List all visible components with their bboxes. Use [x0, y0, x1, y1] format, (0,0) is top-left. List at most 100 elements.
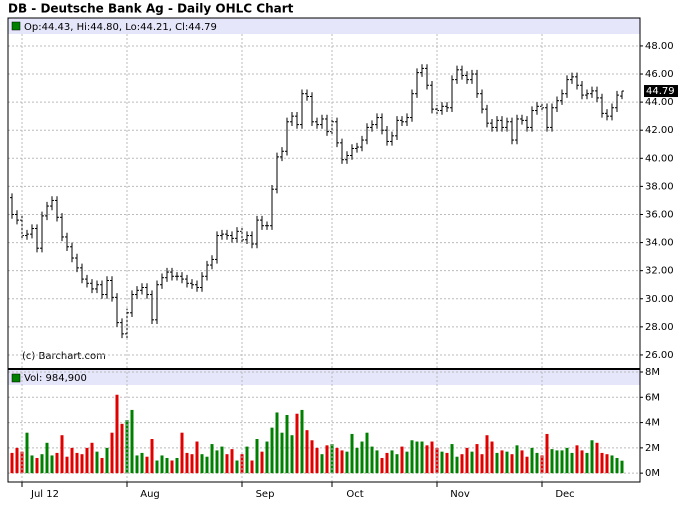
- volume-bar: [360, 441, 364, 474]
- y-tick-label: 6M: [645, 392, 660, 403]
- volume-bar: [270, 427, 274, 474]
- volume-bar: [145, 456, 149, 474]
- volume-bar: [440, 451, 444, 474]
- volume-bar: [370, 446, 374, 474]
- volume-bar: [615, 457, 619, 474]
- volume-bar: [590, 440, 594, 474]
- volume-bar: [60, 435, 64, 474]
- y-tick-label: 2M: [645, 443, 660, 454]
- y-tick-label: 34.00: [645, 238, 674, 249]
- volume-bar: [90, 442, 94, 474]
- ohlc-label: Op:44.43, Hi:44.80, Lo:44.21, Cl:44.79: [24, 22, 217, 33]
- volume-bar: [200, 454, 204, 474]
- y-tick-label: 26.00: [645, 350, 674, 361]
- volume-bar: [255, 439, 259, 474]
- x-tick-label: Aug: [140, 489, 160, 500]
- volume-bar: [165, 457, 169, 474]
- volume-bar: [445, 452, 449, 474]
- legend-swatch: [11, 373, 21, 383]
- volume-bar: [175, 457, 179, 474]
- volume-bar: [355, 447, 359, 474]
- volume-bar: [235, 460, 239, 474]
- volume-bar: [470, 451, 474, 474]
- volume-bar: [320, 454, 324, 474]
- volume-bar: [575, 445, 579, 474]
- volume-bar: [425, 445, 429, 474]
- y-tick-label: 46.00: [645, 69, 674, 80]
- volume-bar: [450, 444, 454, 474]
- frame: [7, 17, 641, 483]
- volume-bar: [495, 452, 499, 474]
- volume-bar: [285, 414, 289, 474]
- volume-bar: [190, 454, 194, 474]
- volume-bar: [80, 454, 84, 474]
- volume-bar: [455, 456, 459, 474]
- volume-bar: [485, 435, 489, 474]
- x-tick-label: Nov: [450, 489, 470, 500]
- volume-bar: [490, 441, 494, 474]
- x-tick-label: Dec: [555, 489, 574, 500]
- volume-bar: [185, 452, 189, 474]
- volume-bar: [375, 450, 379, 474]
- volume-bar: [65, 456, 69, 474]
- volume-bar: [240, 454, 244, 474]
- volume-bar: [480, 454, 484, 474]
- volume-bar: [20, 451, 24, 474]
- x-tick-label: Sep: [256, 489, 275, 500]
- volume-bar: [150, 439, 154, 474]
- volume-bar: [610, 455, 614, 474]
- volume-bar: [210, 444, 214, 474]
- y-tick-label: 32.00: [645, 266, 674, 277]
- y-tick-label: 40.00: [645, 153, 674, 164]
- y-tick-label: 48.00: [645, 41, 674, 52]
- volume-bar: [110, 432, 114, 474]
- volume-bar: [410, 440, 414, 474]
- volume-bar: [105, 447, 109, 474]
- volume-bar: [580, 450, 584, 474]
- volume-bar: [545, 433, 549, 474]
- volume-bar: [170, 460, 174, 474]
- volume-header: [8, 370, 640, 385]
- volume-bar: [300, 409, 304, 474]
- volume-bar: [195, 441, 199, 474]
- volume-bar: [345, 451, 349, 474]
- volume-bar: [460, 454, 464, 474]
- volume-bar: [585, 452, 589, 474]
- volume-bar: [315, 447, 319, 474]
- volume-bar: [205, 456, 209, 474]
- volume-bar: [430, 441, 434, 474]
- x-tick-label: Jul 12: [30, 489, 59, 500]
- volume-bar: [515, 445, 519, 474]
- volume-bar: [230, 449, 234, 474]
- volume-bar: [530, 447, 534, 474]
- last-price-label: 44.79: [646, 86, 675, 97]
- volume-bar: [350, 433, 354, 474]
- volume-bar: [125, 420, 129, 474]
- volume-bar: [280, 432, 284, 474]
- volume-bar: [215, 450, 219, 474]
- volume-bar: [620, 460, 624, 474]
- volume-bar: [225, 454, 229, 474]
- x-tick-label: Oct: [346, 489, 363, 500]
- volume-bar: [10, 452, 14, 474]
- volume-bar: [100, 457, 104, 474]
- y-tick-label: 0M: [645, 468, 660, 479]
- volume-bar: [600, 452, 604, 474]
- volume-bar: [565, 447, 569, 474]
- volume-bar: [505, 451, 509, 474]
- volume-bar: [25, 432, 29, 474]
- volume-bar: [15, 447, 19, 474]
- volume-bar: [155, 460, 159, 474]
- y-tick-label: 42.00: [645, 125, 674, 136]
- volume-bar: [330, 444, 334, 474]
- price-header: [8, 18, 640, 34]
- volume-bar: [220, 446, 224, 474]
- volume-bar: [520, 450, 524, 474]
- volume-bar: [335, 447, 339, 474]
- volume-bar: [325, 445, 329, 474]
- volume-bar: [605, 454, 609, 474]
- volume-bar: [340, 450, 344, 474]
- volume-bar: [475, 444, 479, 474]
- volume-bar: [525, 456, 529, 474]
